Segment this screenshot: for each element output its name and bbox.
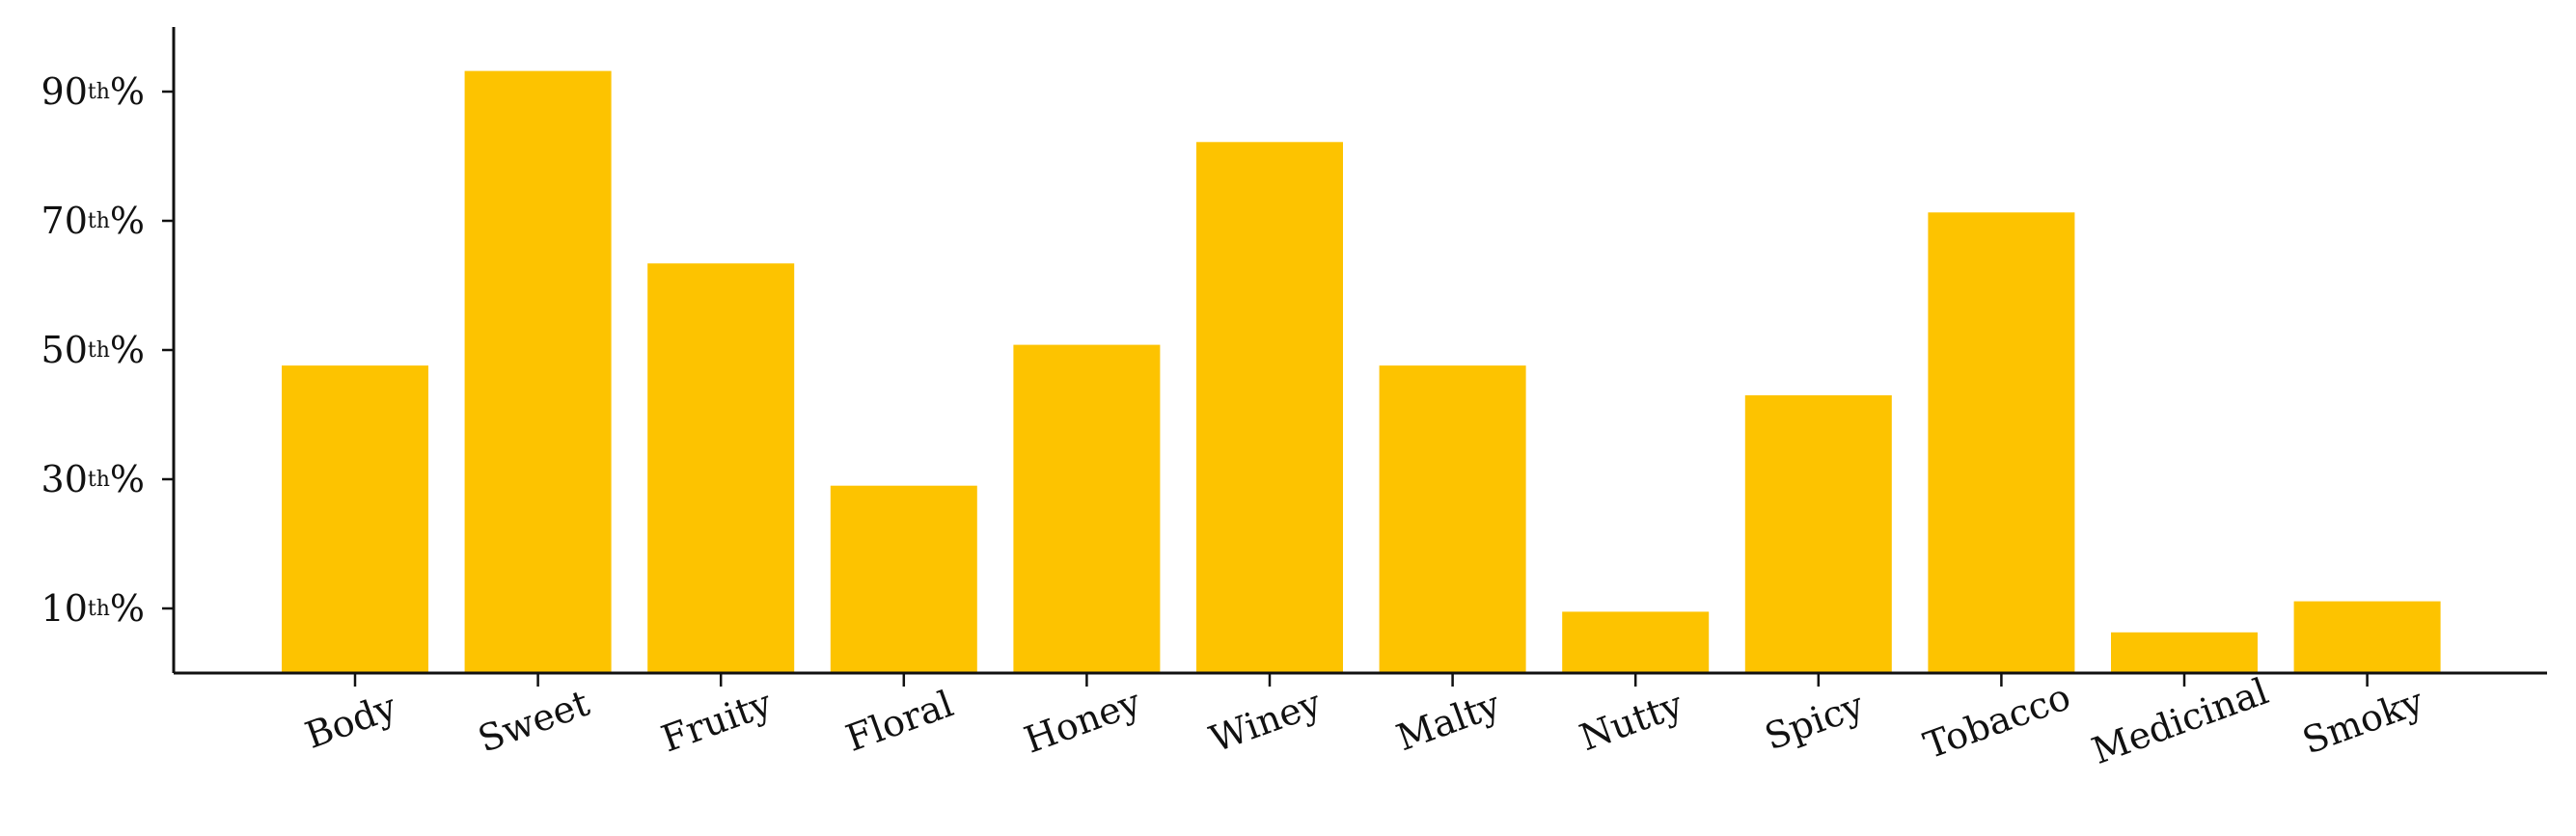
bar-fruity bbox=[647, 263, 795, 673]
bar-honey bbox=[1013, 344, 1161, 673]
x-tick-label-sweet: Sweet bbox=[473, 682, 595, 761]
x-tick-label-spicy: Spicy bbox=[1759, 684, 1869, 759]
bar-malty bbox=[1379, 365, 1526, 673]
x-tick-label-fruity: Fruity bbox=[656, 682, 778, 761]
x-tick-label-smoky: Smoky bbox=[2297, 680, 2429, 763]
y-ticks-group: 10th% 30th% 50th% 70th% 90th% bbox=[41, 70, 174, 630]
x-tick-label-malty: Malty bbox=[1391, 683, 1506, 759]
bar-nutty bbox=[1562, 611, 1710, 673]
x-tick-label-winey: Winey bbox=[1204, 682, 1327, 761]
y-tick-label-50: 50th% bbox=[41, 329, 145, 371]
x-tick-label-nutty: Nutty bbox=[1575, 683, 1689, 759]
y-tick-label-70: 70th% bbox=[41, 200, 145, 242]
bar-winey bbox=[1196, 142, 1343, 674]
bars-group bbox=[282, 70, 2441, 674]
bar-tobacco bbox=[1928, 212, 2075, 674]
x-tick-label-body: Body bbox=[300, 685, 402, 757]
y-tick-label-30: 30th% bbox=[41, 458, 145, 500]
x-tick-label-floral: Floral bbox=[840, 683, 959, 760]
x-tick-label-honey: Honey bbox=[1019, 681, 1146, 762]
bar-floral bbox=[830, 485, 977, 673]
x-ticks-group: Body Sweet Fruity Floral Honey Winey Malty Nutt… bbox=[300, 670, 2429, 773]
y-tick-label-90: 90th% bbox=[41, 70, 145, 113]
bar-medicinal bbox=[2111, 632, 2258, 673]
x-tick-label-medicinal: Medicinal bbox=[2086, 670, 2273, 773]
y-tick-label-10: 10th% bbox=[41, 587, 145, 630]
bar-smoky bbox=[2293, 601, 2441, 673]
bar-body bbox=[282, 365, 428, 673]
bar-spicy bbox=[1744, 394, 1892, 673]
bar-sweet bbox=[464, 70, 612, 674]
x-tick-label-tobacco: Tobacco bbox=[1918, 675, 2075, 767]
